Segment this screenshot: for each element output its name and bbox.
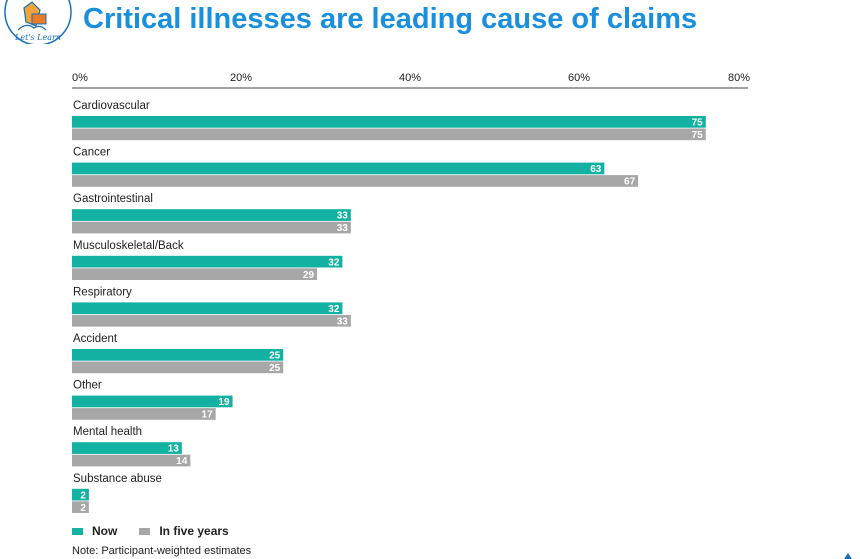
logo-text: Let's Learn: [14, 33, 61, 42]
bar-five-years: [72, 175, 639, 187]
data-label: 75: [692, 118, 704, 129]
bar-now: [72, 395, 233, 408]
data-label: 14: [176, 456, 188, 467]
category-label: Cardiovascular: [73, 100, 150, 112]
category-label: Other: [73, 380, 102, 392]
x-tick-label: 40%: [399, 72, 421, 84]
data-label: 67: [624, 177, 636, 188]
data-label: 25: [269, 351, 281, 362]
x-tick-label: 20%: [230, 72, 252, 84]
data-label: 2: [80, 490, 86, 501]
x-tick-label: 0%: [72, 72, 88, 84]
chart-legend: Now In five years: [72, 524, 251, 538]
bar-now: [72, 488, 89, 501]
data-label: 13: [168, 444, 180, 455]
data-label: 32: [328, 257, 340, 268]
bar-five-years: [72, 408, 216, 420]
data-label: 33: [337, 211, 349, 222]
bar-now: [72, 255, 343, 268]
bar-five-years: [72, 361, 284, 374]
category-label: Respiratory: [73, 286, 132, 298]
data-label: 33: [337, 316, 349, 327]
legend-swatch-five-years: [139, 527, 151, 535]
legend-item-five-years: In five years: [139, 524, 229, 538]
chart-note: Note: Participant-weighted estimates: [72, 545, 252, 557]
bar-now: [72, 162, 605, 175]
category-label: Mental health: [73, 426, 142, 438]
bar-five-years: [72, 268, 318, 280]
page-title: Critical illnesses are leading cause of …: [83, 3, 698, 35]
legend-swatch-now: [72, 527, 83, 535]
bar-five-years: [72, 314, 351, 327]
data-label: 17: [202, 410, 214, 421]
x-tick-label: 60%: [568, 72, 590, 84]
bar-five-years: [72, 128, 706, 141]
data-label: 29: [303, 270, 315, 281]
data-label: 75: [692, 130, 704, 141]
bar-five-years: [72, 501, 89, 513]
legend-label-five-years: In five years: [159, 524, 229, 538]
bar-now: [72, 442, 182, 454]
bar-now: [72, 116, 706, 128]
category-label: Gastrointestinal: [73, 193, 153, 205]
bar-five-years: [72, 454, 191, 467]
data-label: 32: [328, 304, 340, 315]
bar-now: [72, 209, 351, 221]
legend-item-now: Now: [72, 524, 117, 538]
bar-now: [72, 349, 284, 361]
data-label: 19: [218, 397, 230, 408]
category-label: Accident: [73, 333, 118, 345]
bar-now: [72, 302, 343, 315]
category-label: Substance abuse: [73, 473, 162, 485]
data-label: 2: [80, 503, 86, 514]
data-label: 25: [269, 363, 281, 374]
legend-label-now: Now: [92, 524, 118, 538]
lets-learn-logo: Let's Learn: [2, 0, 74, 46]
x-tick-label: 80%: [728, 72, 750, 84]
data-label: 63: [590, 164, 602, 175]
data-label: 33: [337, 223, 349, 234]
category-label: Cancer: [73, 147, 110, 159]
corner-triangle-icon: [844, 553, 852, 559]
category-label: Musculoskeletal/Back: [73, 240, 184, 252]
bar-five-years: [72, 221, 351, 234]
